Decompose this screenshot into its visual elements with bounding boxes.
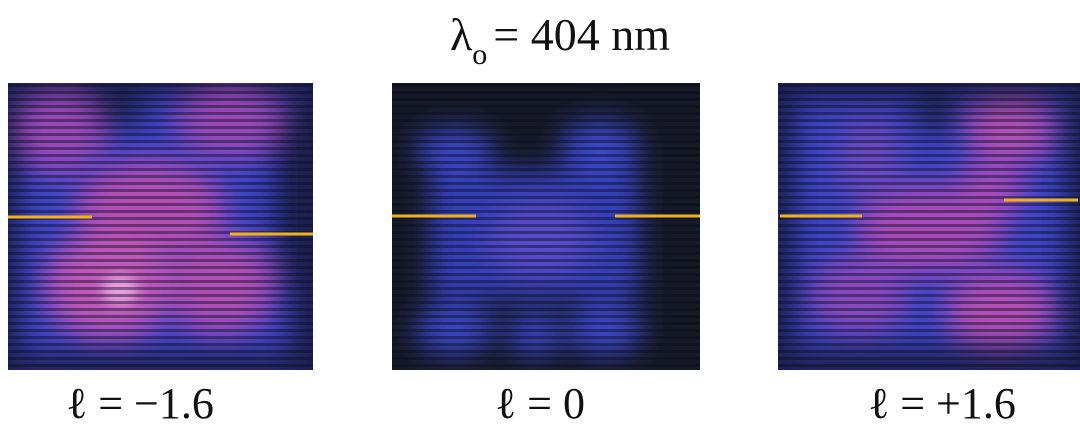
panel-label: ℓ = +1.6	[868, 379, 1016, 427]
title-rest: = 404 nm	[493, 9, 670, 60]
title-symbol: λ	[450, 9, 473, 60]
panel-label: ℓ = −1.6	[66, 379, 214, 427]
panel-label: ℓ = 0	[495, 379, 585, 427]
title-subscript: o	[472, 38, 487, 71]
image-panel	[778, 83, 1080, 370]
image-panel	[392, 83, 700, 370]
figure-title: λo = 404 nm	[450, 9, 670, 71]
image-panel	[8, 83, 313, 370]
